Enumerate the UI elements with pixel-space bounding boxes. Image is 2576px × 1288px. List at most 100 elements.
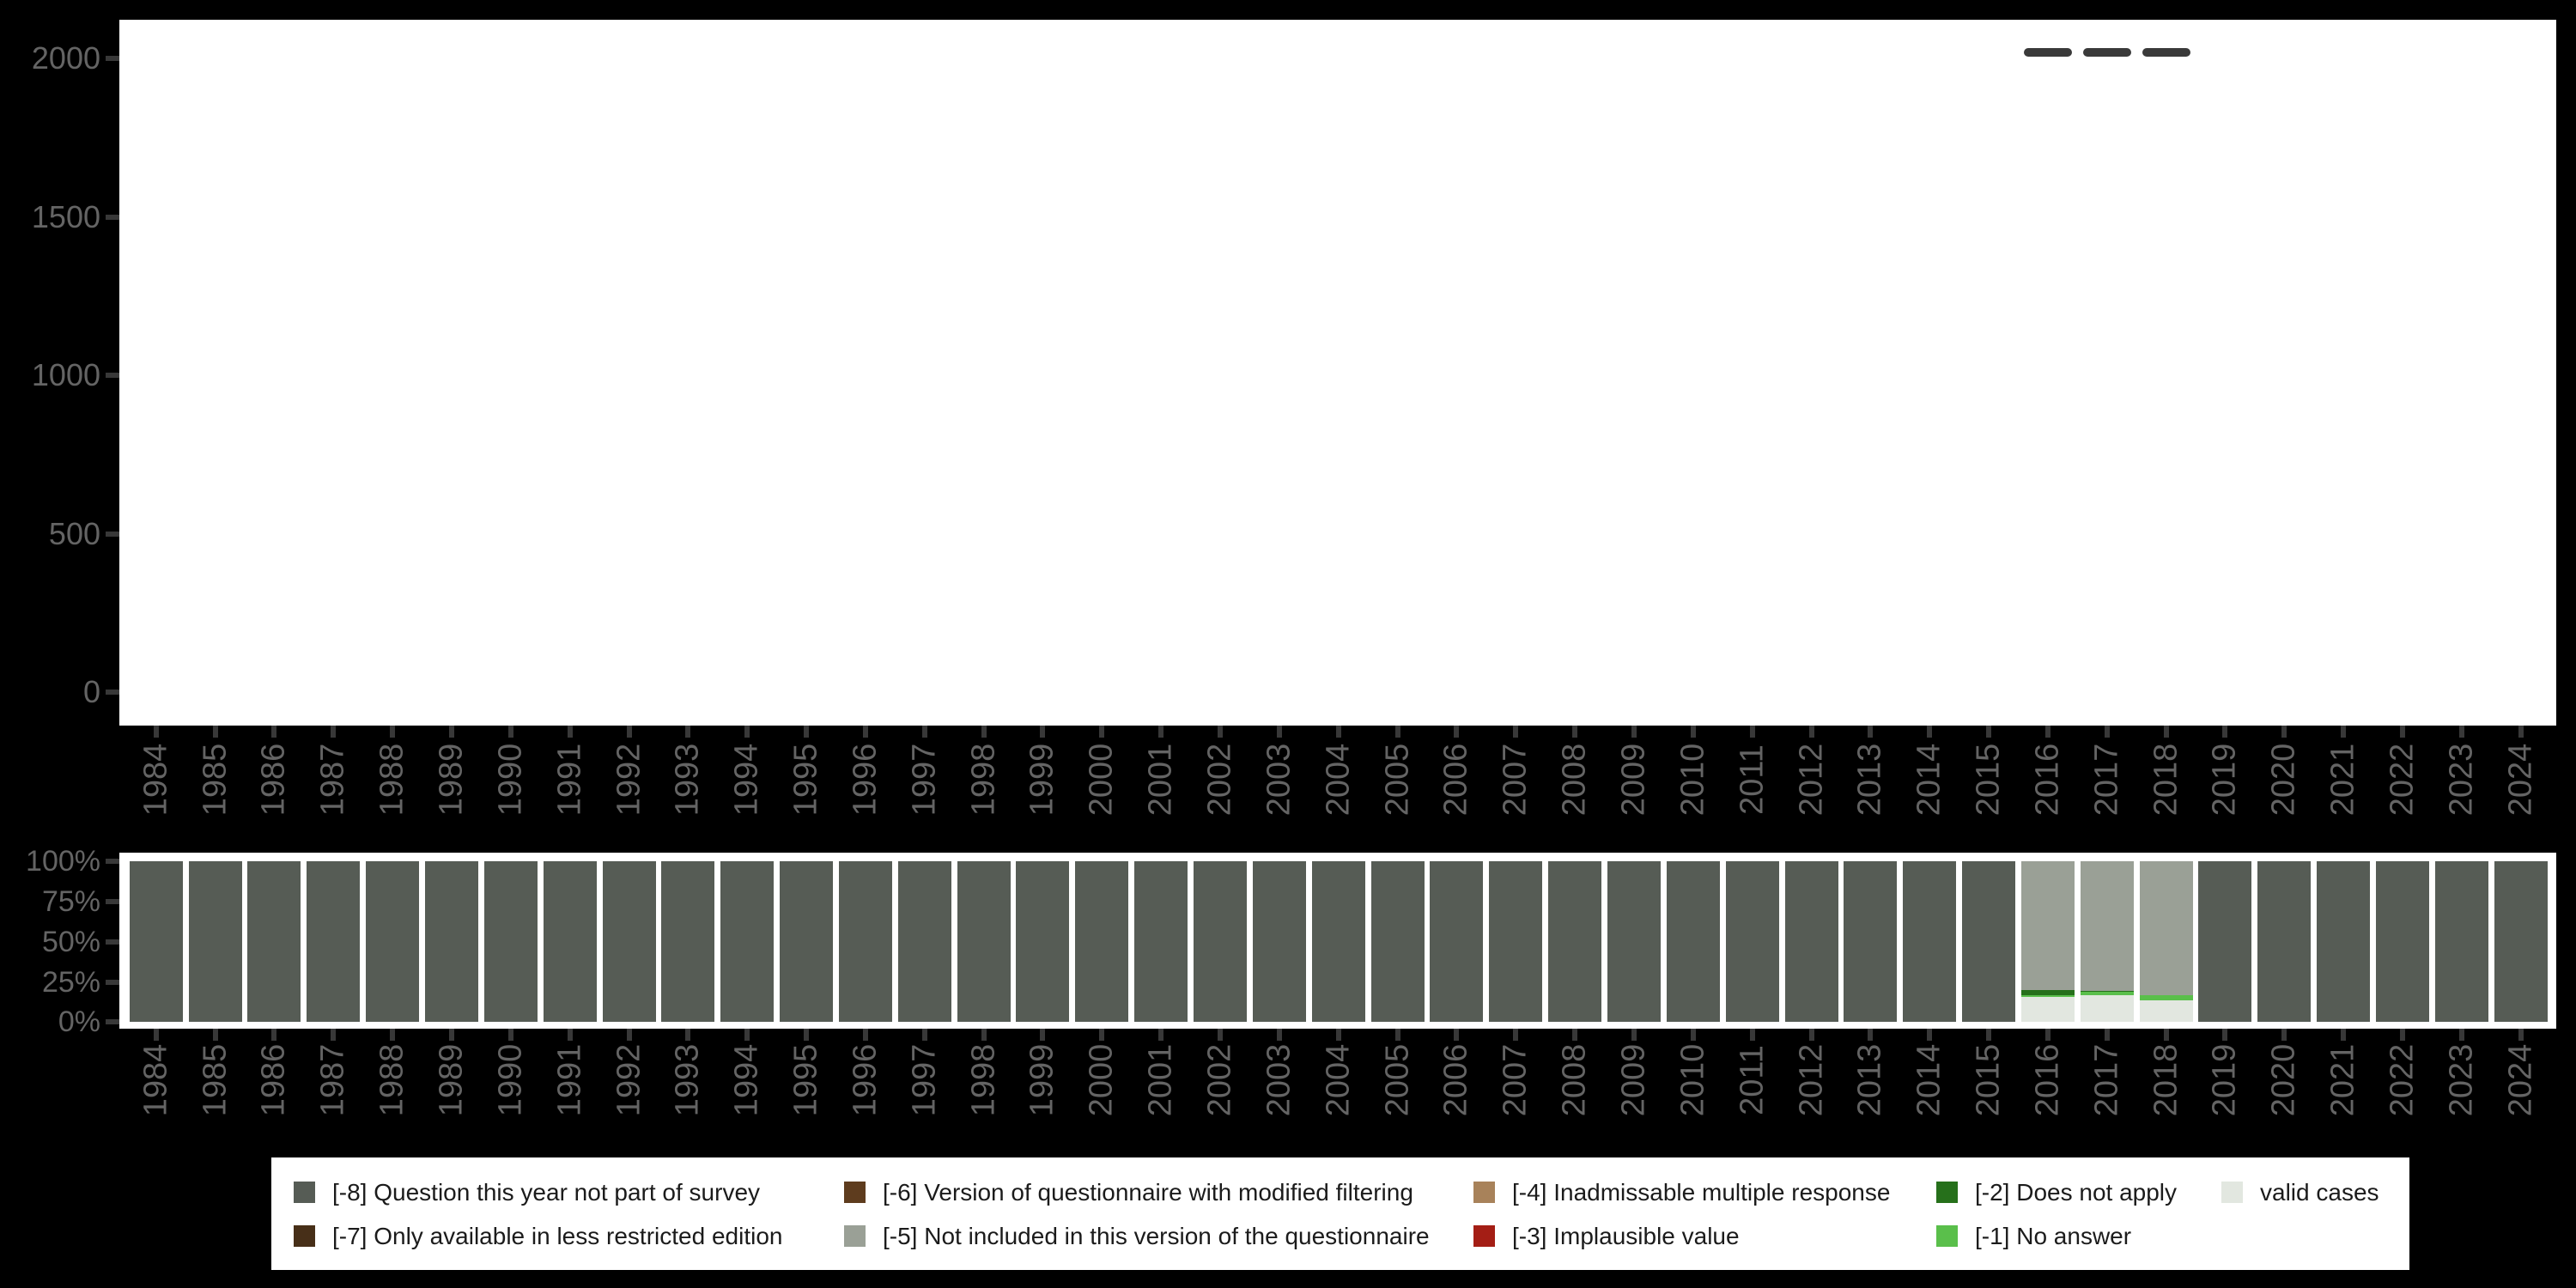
x-axis-tick	[271, 1029, 277, 1041]
x-axis-tick	[2044, 1029, 2050, 1041]
x-axis-tick	[2458, 726, 2464, 738]
x-axis-tick	[626, 726, 632, 738]
bar-segment	[780, 861, 834, 1023]
x-axis-tick	[804, 1029, 810, 1041]
x-axis-tick	[1868, 726, 1874, 738]
x-axis-tick	[1690, 1029, 1696, 1041]
x-axis-tick-label-year: 2017	[2088, 1043, 2125, 1117]
y-axis-tick-label: 25%	[41, 965, 100, 999]
x-axis-tick	[1631, 1029, 1637, 1041]
bar-segment	[2080, 990, 2134, 993]
x-axis-tick	[271, 726, 277, 738]
x-axis-tick	[685, 726, 691, 738]
x-axis-tick	[685, 1029, 691, 1041]
x-axis-tick	[1513, 726, 1519, 738]
y-axis-tick-label: 1500	[31, 198, 100, 234]
x-axis-tick	[1454, 726, 1460, 738]
y-axis-tick-label: 75%	[41, 884, 100, 918]
x-axis-tick	[1808, 726, 1814, 738]
x-axis-tick-label-year: 1985	[197, 1043, 234, 1117]
x-axis-tick	[1572, 1029, 1578, 1041]
x-axis-tick	[862, 1029, 868, 1041]
y-axis-tick	[106, 56, 119, 61]
x-axis-tick	[2104, 726, 2110, 738]
x-axis-tick-label-year: 2012	[1793, 1043, 1829, 1117]
legend-item-label: [-1] No answer	[1975, 1223, 2132, 1249]
x-axis-tick	[2044, 726, 2050, 738]
x-axis-tick	[1808, 1029, 1814, 1041]
x-axis-tick	[1040, 726, 1046, 738]
legend-swatch	[844, 1182, 866, 1203]
x-axis-tick-label-year: 1997	[906, 1043, 943, 1117]
bar-segment	[661, 861, 715, 1023]
bar-segment	[1430, 861, 1484, 1023]
x-axis-tick	[1158, 1029, 1164, 1041]
x-axis-tick	[1868, 1029, 1874, 1041]
x-axis-tick-label-year: 1999	[1024, 1043, 1060, 1117]
x-axis-tick-label-year: 1991	[551, 1043, 588, 1117]
bar-segment	[1607, 861, 1661, 1023]
x-axis-tick	[1454, 1029, 1460, 1041]
legend-item-label: [-5] Not included in this version of the…	[883, 1223, 1430, 1249]
x-axis-tick	[626, 1029, 632, 1041]
legend-item-label: [-3] Implausible value	[1512, 1223, 1740, 1249]
x-axis-tick-label-year: 2003	[1261, 1043, 1297, 1117]
x-axis-tick-label-year: 2020	[2265, 1043, 2302, 1117]
x-axis-tick	[153, 1029, 159, 1041]
x-axis-tick	[2400, 726, 2405, 738]
x-axis-tick-label-year: 2022	[2384, 1043, 2421, 1117]
y-axis-tick	[106, 979, 119, 985]
bar-segment	[1194, 861, 1247, 1023]
x-axis-tick	[448, 1029, 454, 1041]
x-axis-tick	[1335, 1029, 1341, 1041]
x-axis-tick-label-year: 1995	[787, 1043, 824, 1117]
bar-segment	[720, 861, 775, 1023]
y-axis-tick	[106, 898, 119, 904]
x-axis-tick-label-year: 1993	[669, 1043, 706, 1117]
bar-segment	[2020, 990, 2075, 995]
x-axis-tick	[390, 1029, 396, 1041]
y-axis-tick	[106, 690, 119, 695]
x-axis-tick	[981, 1029, 987, 1041]
bar-segment	[1134, 861, 1188, 1023]
x-axis-tick	[981, 726, 987, 738]
bar-segment	[2080, 992, 2134, 995]
legend-swatch	[294, 1182, 315, 1203]
bar-segment	[2317, 861, 2371, 1023]
x-axis-tick	[804, 726, 810, 738]
bar-segment	[2139, 1000, 2193, 1023]
x-axis-tick	[744, 1029, 750, 1041]
legend-swatch	[1936, 1182, 1958, 1203]
bar-segment	[1666, 861, 1720, 1023]
x-axis-tick-label-year: 2024	[2502, 1043, 2539, 1117]
y-axis-tick-label: 2000	[31, 40, 100, 76]
bar-segment	[2080, 861, 2134, 991]
x-axis-tick-label-year: 2004	[1320, 1043, 1357, 1117]
x-axis-tick	[1099, 726, 1105, 738]
legend-item-label: [-6] Version of questionnaire with modif…	[883, 1179, 1413, 1206]
x-axis-tick	[507, 1029, 513, 1041]
bar-segment	[129, 861, 183, 1023]
x-axis-tick	[2458, 1029, 2464, 1041]
x-axis-tick	[2518, 1029, 2524, 1041]
y-axis-tick	[106, 214, 119, 220]
x-axis-tick	[2222, 726, 2228, 738]
bar-segment	[2080, 994, 2134, 1023]
x-axis-tick-label-year: 2013	[1851, 1043, 1888, 1117]
x-axis-tick	[1276, 1029, 1282, 1041]
x-axis-tick	[212, 726, 218, 738]
y-axis-tick-label: 0	[82, 674, 100, 709]
x-axis-tick	[1394, 1029, 1400, 1041]
y-axis-tick	[106, 859, 119, 864]
x-axis-tick-label-year: 2006	[1437, 1043, 1474, 1117]
x-axis-tick	[1927, 726, 1933, 738]
bar-segment	[1784, 861, 1838, 1023]
x-axis-tick-label-year: 2023	[2443, 1043, 2480, 1117]
bar-segment	[2020, 997, 2075, 1023]
x-axis-tick	[1276, 726, 1282, 738]
x-axis-tick-label-year: 1990	[492, 1043, 529, 1117]
